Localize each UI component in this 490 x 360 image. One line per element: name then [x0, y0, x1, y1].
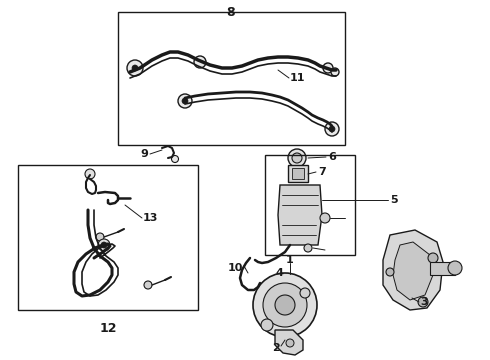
Circle shape — [329, 126, 335, 132]
Text: 4: 4 — [275, 268, 283, 278]
Bar — [265, 155, 355, 255]
Circle shape — [132, 65, 138, 71]
Circle shape — [144, 281, 152, 289]
Circle shape — [428, 253, 438, 263]
Circle shape — [96, 233, 104, 241]
Polygon shape — [278, 185, 322, 245]
Circle shape — [178, 94, 192, 108]
Circle shape — [194, 56, 206, 68]
Polygon shape — [393, 242, 433, 300]
Text: 7: 7 — [318, 167, 326, 177]
Circle shape — [182, 98, 188, 104]
Circle shape — [325, 122, 339, 136]
Circle shape — [286, 339, 294, 347]
Text: 11: 11 — [290, 73, 305, 83]
Circle shape — [331, 68, 339, 76]
Circle shape — [418, 297, 428, 307]
Circle shape — [101, 242, 107, 248]
Circle shape — [172, 156, 178, 162]
Text: 3: 3 — [420, 297, 428, 307]
Circle shape — [98, 239, 110, 251]
Circle shape — [85, 169, 95, 179]
Circle shape — [275, 295, 295, 315]
Circle shape — [304, 244, 312, 252]
Circle shape — [448, 261, 462, 275]
Text: 1: 1 — [286, 255, 294, 265]
Circle shape — [386, 268, 394, 276]
Bar — [288, 165, 308, 182]
Text: 6: 6 — [328, 152, 336, 162]
Text: 10: 10 — [228, 263, 243, 273]
Text: 2: 2 — [272, 343, 280, 353]
Bar — [118, 12, 345, 145]
Text: 8: 8 — [227, 6, 235, 19]
Text: 13: 13 — [143, 213, 158, 223]
Circle shape — [288, 149, 306, 167]
Circle shape — [320, 213, 330, 223]
Circle shape — [253, 273, 317, 337]
Circle shape — [300, 288, 310, 298]
Circle shape — [323, 63, 333, 73]
Circle shape — [263, 283, 307, 327]
Polygon shape — [275, 330, 303, 355]
Polygon shape — [383, 230, 443, 310]
Text: 12: 12 — [99, 322, 117, 335]
Text: 5: 5 — [390, 195, 397, 205]
Bar — [292, 168, 304, 179]
Text: 9: 9 — [140, 149, 148, 159]
Circle shape — [261, 319, 273, 331]
Circle shape — [292, 153, 302, 163]
Bar — [18, 165, 198, 310]
Circle shape — [127, 60, 143, 76]
Bar — [430, 262, 455, 275]
